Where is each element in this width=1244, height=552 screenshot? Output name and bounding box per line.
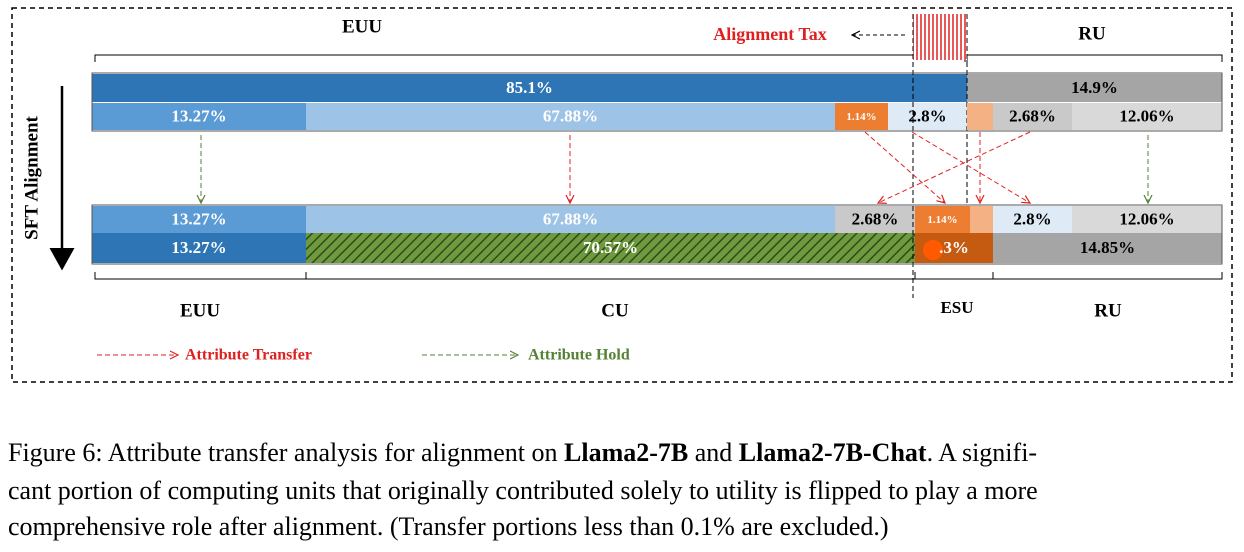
segment-label: 2.8%	[908, 106, 946, 125]
segment-label: 13.27%	[171, 238, 226, 257]
segment-bar	[1072, 103, 1222, 130]
segment-label: 2.68%	[1009, 106, 1056, 125]
bottom-label: CU	[601, 300, 629, 321]
segment: 1.14%	[835, 103, 888, 130]
segment-bar	[92, 233, 306, 263]
segment-bar	[993, 206, 1072, 233]
segment: 85.1%	[92, 74, 967, 102]
segment-bar	[835, 103, 888, 130]
segment-label: 67.88%	[543, 106, 598, 125]
segment-bar	[92, 103, 306, 130]
segment: .3%	[915, 233, 993, 263]
segment-bar	[92, 206, 306, 233]
segment-label: 1.14%	[927, 214, 957, 226]
bottom-label: RU	[1094, 300, 1122, 321]
segment-label: 2.8%	[1013, 209, 1051, 228]
tax-label: Alignment Tax	[713, 24, 827, 44]
caption-part: . A signifi-	[927, 438, 1038, 467]
segment-bar	[306, 206, 835, 233]
top-label: EUU	[342, 16, 382, 37]
segment-bar	[915, 206, 970, 233]
segment: 67.88%	[306, 103, 835, 130]
segment: 14.85%	[993, 233, 1222, 263]
segment-bar	[993, 103, 1072, 130]
segment: 12.06%	[1072, 206, 1222, 233]
segment-bar	[835, 206, 915, 233]
segment: 70.57%	[306, 233, 915, 263]
segment-label: 67.88%	[543, 209, 598, 228]
segment-bar	[967, 74, 1222, 102]
segment: 2.8%	[993, 206, 1072, 233]
caption-line: Figure 6: Attribute transfer analysis fo…	[8, 438, 1037, 467]
segment: 67.88%	[306, 206, 835, 233]
segment-label: 12.06%	[1119, 106, 1174, 125]
caption-line: comprehensive role after alignment. (Tra…	[8, 512, 889, 541]
segment-label: 13.27%	[171, 106, 226, 125]
segment-label: 70.57%	[583, 238, 638, 257]
caption-line: cant portion of computing units that ori…	[8, 476, 1038, 505]
segment-bar	[993, 233, 1222, 263]
segment-label: 13.27%	[171, 209, 226, 228]
segment-bar	[1072, 206, 1222, 233]
caption-part: Figure 6: Attribute transfer analysis fo…	[8, 438, 564, 467]
segment: 13.27%	[92, 206, 306, 233]
segment: 1.14%	[915, 206, 970, 233]
segment-label: 14.9%	[1071, 78, 1118, 97]
legend-label: Attribute Transfer	[185, 347, 312, 364]
marker-dot	[923, 240, 943, 260]
segment-bar	[92, 74, 967, 102]
segment-label: 12.06%	[1119, 209, 1174, 228]
segment: 14.9%	[967, 74, 1222, 102]
segment: 13.27%	[92, 233, 306, 263]
caption-part: cant portion of computing units that ori…	[8, 476, 1038, 505]
frame	[11, 7, 1233, 383]
caption-part: Llama2-7B-Chat	[739, 438, 927, 467]
segment-label: 2.68%	[852, 209, 899, 228]
segment-label: 85.1%	[506, 78, 553, 97]
bottom-label: EUU	[180, 300, 220, 321]
caption-part: Llama2-7B	[564, 438, 688, 467]
axis-label: SFT Alignment	[21, 115, 42, 239]
top-label: RU	[1078, 23, 1106, 44]
bottom-label: ESU	[940, 298, 973, 317]
segment: 12.06%	[1072, 103, 1222, 130]
segment-bar	[306, 233, 915, 263]
segment-bar	[888, 103, 967, 130]
segment-bar	[306, 103, 835, 130]
segment: 2.8%	[888, 103, 967, 130]
caption-part: comprehensive role after alignment. (Tra…	[8, 512, 889, 541]
segment: 2.68%	[835, 206, 915, 233]
segment-label: 1.14%	[846, 111, 876, 123]
segment-label: 14.85%	[1080, 238, 1135, 257]
segment-label: .3%	[939, 238, 969, 257]
legend-label: Attribute Hold	[528, 347, 630, 364]
segment: 2.68%	[993, 103, 1072, 130]
caption-part: and	[688, 438, 739, 467]
segment: 13.27%	[92, 103, 306, 130]
